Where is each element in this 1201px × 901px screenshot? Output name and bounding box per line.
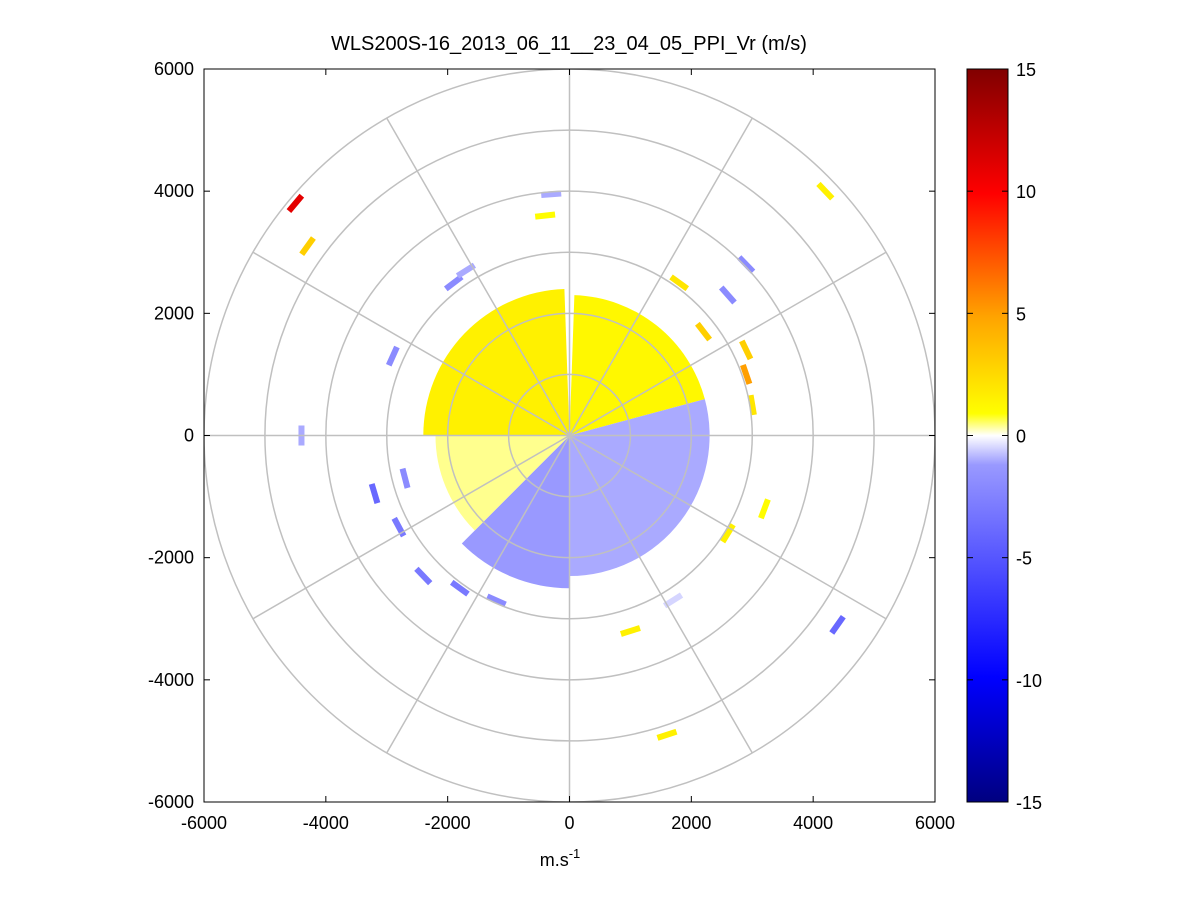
range-bin (414, 566, 433, 586)
range-bin (386, 345, 400, 367)
x-tick-label: 4000 (793, 813, 833, 833)
x-axis: -6000 -4000 -2000 0 2000 4000 6000 (181, 69, 955, 833)
colorbar-tick-label: -10 (1016, 671, 1042, 691)
colorbar-tick-label: 15 (1016, 60, 1036, 80)
azimuth-spoke (252, 251, 570, 437)
colorbar-gradient (966, 68, 1009, 803)
range-bin (662, 592, 684, 609)
y-tick-label: -2000 (148, 548, 194, 568)
range-bin (695, 321, 713, 342)
range-bin (740, 363, 753, 385)
y-tick-label: 6000 (154, 59, 194, 79)
range-bin (719, 285, 737, 305)
sector-east (569, 399, 710, 576)
x-tick-label: 0 (564, 813, 574, 833)
colorbar-tick-label: 0 (1016, 427, 1026, 447)
x-tick-label: 2000 (671, 813, 711, 833)
range-bin (368, 483, 381, 504)
azimuth-spoke (568, 117, 753, 436)
sector-south-west (435, 435, 570, 531)
colorbar-ticks: 15 10 5 0 -5 -10 -15 (967, 60, 1042, 813)
range-bin (656, 728, 678, 741)
range-bin (758, 498, 771, 520)
y-tick-label: 4000 (154, 181, 194, 201)
range-bin (534, 211, 556, 220)
colorbar-tick-label: 5 (1016, 304, 1026, 324)
azimuth-spoke (386, 117, 571, 436)
azimuth-spoke (386, 435, 571, 754)
x-axis-label: m.s-1 (540, 846, 581, 870)
range-bin (829, 614, 846, 635)
sector-south (461, 435, 570, 589)
sector-north-west (423, 288, 570, 436)
range-bin (669, 274, 690, 292)
x-tick-label: 6000 (915, 813, 955, 833)
colorbar-tick-label: 10 (1016, 182, 1036, 202)
colorbar: 15 10 5 0 -5 -10 -15 (966, 60, 1042, 813)
colorbar-tick-label: -5 (1016, 549, 1032, 569)
sector-north-east (569, 295, 705, 436)
range-bin (299, 236, 316, 257)
range-bin (720, 523, 736, 544)
range-bin (286, 193, 305, 213)
polar-grid (204, 69, 935, 802)
range-bin (449, 579, 470, 597)
range-bin (739, 339, 754, 361)
azimuth-spoke (252, 434, 570, 620)
y-axis: -6000 -4000 -2000 0 2000 4000 6000 (148, 59, 935, 812)
range-bin (486, 593, 507, 608)
velocity-field (286, 181, 846, 741)
range-bin (443, 274, 464, 292)
azimuth-spoke (569, 251, 887, 437)
range-bin (619, 625, 641, 637)
x-tick-label: -6000 (181, 813, 227, 833)
range-bin (455, 262, 477, 279)
range-bin (816, 181, 835, 201)
x-tick-label: -2000 (425, 813, 471, 833)
x-tick-label: -4000 (303, 813, 349, 833)
range-bin (399, 467, 411, 489)
colorbar-tick-label: -15 (1016, 793, 1042, 813)
azimuth-spoke (568, 435, 753, 754)
y-tick-label: -4000 (148, 670, 194, 690)
range-bin (737, 255, 756, 274)
y-tick-label: -6000 (148, 792, 194, 812)
y-tick-label: 0 (184, 426, 194, 446)
azimuth-spoke (569, 434, 887, 620)
y-tick-label: 2000 (154, 303, 194, 323)
chart-title: WLS200S-16_2013_06_11__23_04_05_PPI_Vr (… (331, 33, 807, 55)
range-bin (747, 394, 757, 416)
